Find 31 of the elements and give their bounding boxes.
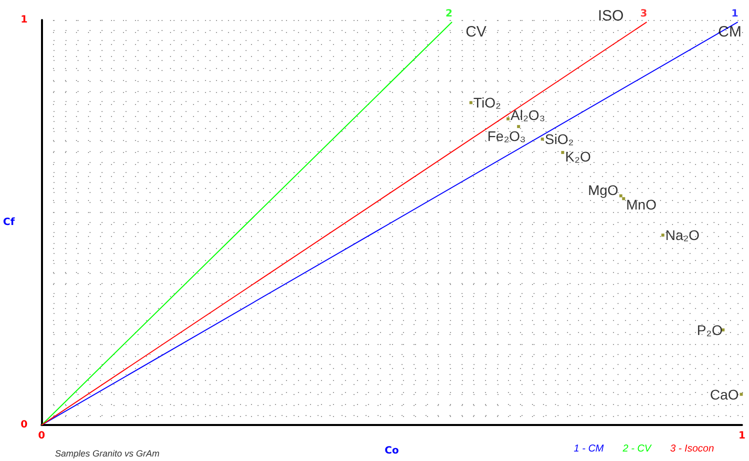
point — [661, 234, 664, 237]
text: 3 - Isocon — [670, 444, 714, 454]
annotation: 1 — [731, 8, 738, 20]
point — [506, 117, 510, 120]
annotation: 3 — [640, 8, 648, 20]
point — [517, 125, 520, 128]
annotation: CV — [466, 24, 486, 41]
text: Samples Granito vs GrAm — [55, 448, 160, 458]
series-label: Na₂O — [665, 227, 700, 244]
annotation: CM — [718, 24, 742, 41]
point — [561, 150, 564, 154]
point — [619, 194, 622, 198]
series-label: CaO — [710, 386, 739, 402]
point — [469, 101, 472, 104]
series-label: MnO — [626, 196, 657, 213]
series-label: Al₂O₃ — [510, 106, 546, 123]
x-axis-title: Co — [384, 446, 400, 456]
point — [740, 392, 743, 396]
series-label: MgO — [588, 182, 618, 198]
series-label: Fe₂O₃ — [487, 128, 526, 144]
point — [540, 138, 544, 141]
series-label: TiO₂ — [473, 94, 501, 111]
text: 1 - CM — [574, 444, 604, 454]
series-label: K₂O — [565, 148, 591, 164]
annotation: 2 — [446, 8, 453, 20]
series-label: SiO₂ — [544, 131, 574, 148]
y-axis-title: Cf — [2, 217, 16, 228]
text: 2 - CV — [622, 444, 652, 454]
annotation: ISO — [598, 8, 624, 25]
point — [622, 197, 626, 200]
series-label: P₂O — [696, 322, 723, 338]
